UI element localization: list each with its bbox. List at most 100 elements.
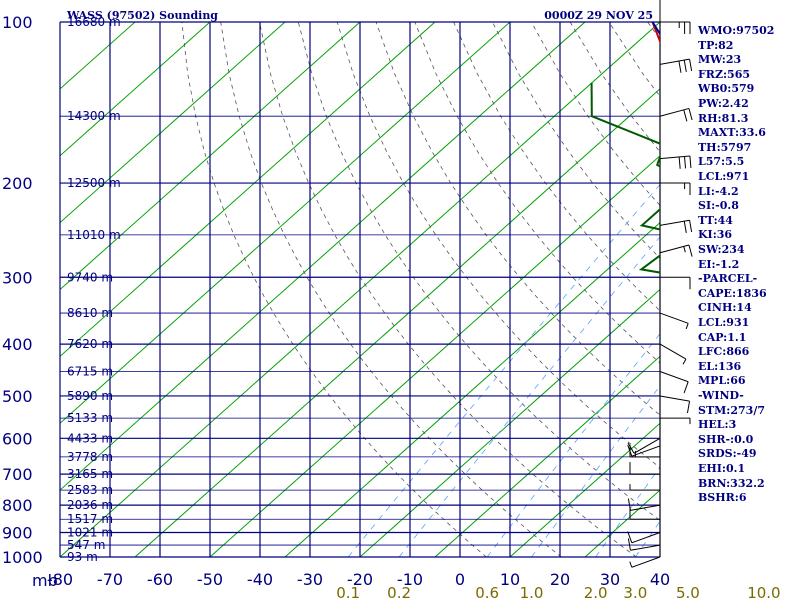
pressure-tick-label: 700 [2, 465, 33, 484]
height-label: 93 m [67, 550, 98, 564]
height-label: 5133 m [67, 411, 113, 425]
skewed-isotherm [60, 22, 586, 491]
index-value: -WIND- [698, 389, 744, 402]
wind-barb-flag [688, 108, 693, 121]
index-value: LCL:971 [698, 170, 750, 183]
dewpoint-line [590, 82, 660, 274]
index-value: FRZ:565 [698, 67, 751, 81]
index-value: PW:2.42 [698, 97, 749, 110]
height-label: 7620 m [67, 337, 113, 351]
index-value: WMO:97502 [698, 24, 775, 37]
pressure-tick-label: 200 [2, 174, 33, 193]
height-label: 4433 m [67, 431, 113, 445]
temperature-tick-label: -30 [297, 570, 323, 589]
height-label: 9740 m [67, 270, 113, 284]
index-value: CAPE:1836 [698, 286, 767, 300]
mixing-ratio-label: 3.0 [623, 584, 647, 600]
profile-lines [590, 22, 660, 274]
index-value: SI:-0.8 [698, 199, 739, 213]
wind-barb-shaft [659, 312, 689, 324]
wind-barb-flag [627, 442, 635, 454]
wind-barb-shaft [631, 532, 661, 544]
mixing-ratio-label: 1.0 [520, 584, 544, 600]
wind-barb-shaft [659, 155, 690, 160]
mixing-ratio-label: 10.0 [747, 584, 780, 600]
chart-datetime: 0000Z 29 NOV 25 [544, 9, 653, 22]
mixing-ratio-label: 2.0 [584, 584, 608, 600]
index-value: MW:23 [698, 53, 742, 67]
dry-adiabat [259, 22, 637, 557]
mixing-ratio-label: 5.0 [676, 584, 700, 600]
wind-barb-flag [689, 220, 693, 233]
wind-barb-shaft [659, 107, 690, 117]
mixing-ratio-line [595, 466, 660, 557]
temperature-tick-label: -50 [197, 570, 223, 589]
dry-adiabat [764, 22, 800, 557]
index-value: LCL:931 [698, 316, 750, 329]
temperature-tick-label: -80 [47, 570, 73, 589]
height-label: 3778 m [67, 450, 113, 464]
index-value: EHI:0.1 [698, 462, 746, 475]
index-value: WB0:579 [698, 82, 755, 96]
pressure-tick-label: 800 [2, 496, 33, 515]
index-value: -PARCEL- [698, 272, 758, 286]
wind-barbs [627, 21, 693, 568]
index-value: SHR-:0.0 [698, 432, 754, 446]
pressure-tick-label: 1000 [2, 548, 43, 567]
temperature-tick-label: -20 [347, 570, 373, 589]
skewed-isotherm [134, 88, 660, 557]
index-value: STM:273/7 [698, 403, 765, 417]
wind-barb-shaft [659, 395, 690, 402]
wind-barb-flag [683, 109, 688, 122]
index-value: SW:234 [698, 243, 745, 256]
temperature-tick-label: -60 [147, 570, 173, 589]
skewed-isotherm [60, 22, 436, 358]
height-label: 11010 m [67, 228, 121, 242]
pressure-tick-label: 500 [2, 387, 33, 406]
index-value: KI:36 [698, 228, 733, 242]
pressure-tick-label: 900 [2, 524, 33, 543]
pressure-tick-label: 100 [2, 13, 33, 32]
index-value: TP:82 [698, 38, 734, 52]
mixing-ratio-line [531, 385, 660, 557]
index-value: LFC:866 [698, 345, 750, 359]
skewed-isotherm [60, 22, 361, 291]
temperature-tick-label: 20 [550, 570, 570, 589]
wind-barb-flag [678, 60, 682, 73]
height-label: 1021 m [67, 526, 113, 540]
height-label: 5890 m [67, 389, 113, 403]
height-label: 14300 m [67, 109, 121, 123]
mixing-ratio-line [764, 183, 800, 557]
mixing-ratio-label: 0.6 [475, 584, 499, 600]
skewed-isotherm [284, 221, 660, 557]
index-value: LI:-4.2 [698, 184, 739, 198]
diagonal-isotherms [60, 22, 660, 557]
mixing-ratio-line [347, 183, 660, 557]
temperature-tick-label: -10 [397, 570, 423, 589]
index-value: SRDS:-49 [698, 447, 757, 461]
temperature-tick-label: -40 [247, 570, 273, 589]
wind-barb-shaft [630, 504, 661, 511]
height-label: 3165 m [67, 467, 113, 481]
wind-barb-flag [684, 156, 687, 169]
temperature-tick-label: 30 [600, 570, 620, 589]
wind-barb-flag [688, 244, 693, 257]
index-value: BRN:332.2 [698, 476, 765, 490]
index-value: MPL:66 [698, 374, 746, 388]
height-label: 547 m [67, 538, 105, 552]
wind-barb-shaft [659, 370, 689, 383]
wind-barb-flag [627, 531, 633, 543]
height-label: 1517 m [67, 512, 113, 526]
index-value: BSHR:6 [698, 491, 747, 505]
wind-barb-flag [683, 60, 687, 72]
skewed-isotherm [434, 355, 660, 557]
temperature-tick-label: 40 [650, 570, 670, 589]
wind-barb-shaft [631, 556, 661, 568]
wind-barb-flag [689, 59, 693, 72]
wind-barb-flag [683, 381, 689, 394]
wind-barb-flag [629, 561, 633, 568]
pressure-tick-label: 600 [2, 429, 33, 448]
index-value: L57:5.5 [698, 155, 745, 169]
